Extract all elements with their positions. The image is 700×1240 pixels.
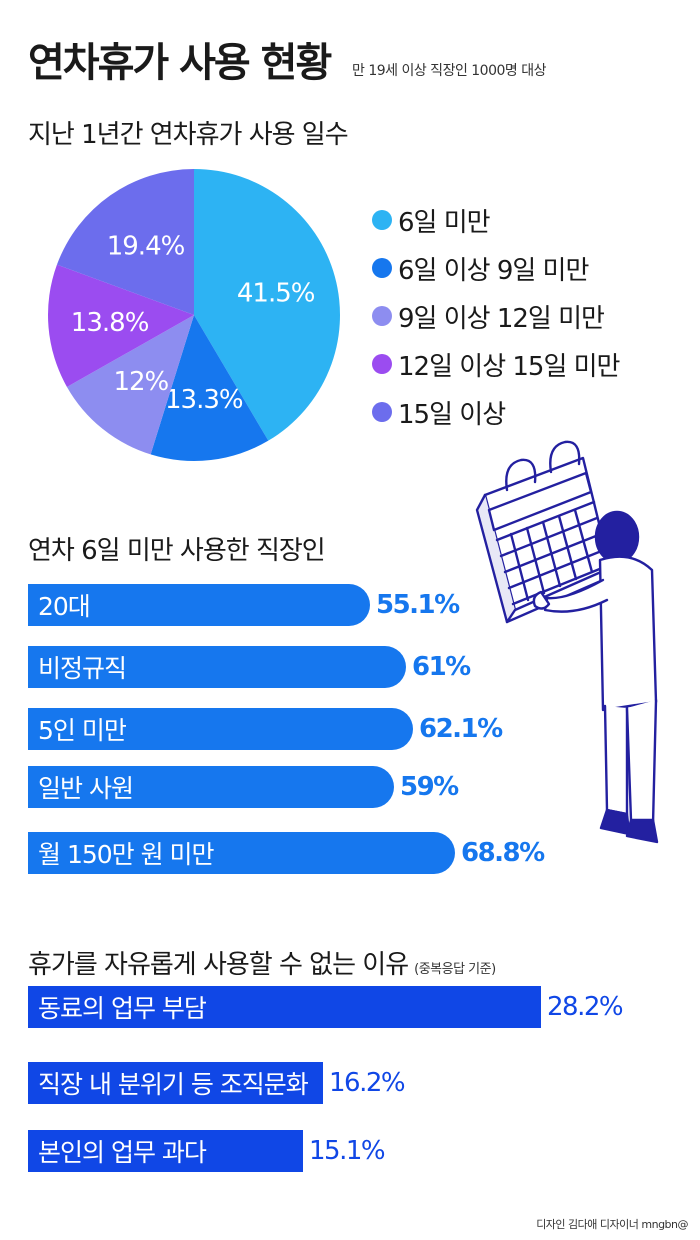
legend-dot-icon — [372, 354, 392, 374]
pie-label-2: 13.3% — [165, 385, 243, 415]
reason-bar-value-2: 16.2% — [329, 1068, 406, 1098]
reason-bar-bar-2: 직장 내 분위기 등 조직문화 — [28, 1062, 323, 1104]
bar-chart-2-note: (중복응답 기준) — [414, 962, 496, 977]
pie-chart-title: 지난 1년간 연차휴가 사용 일수 — [28, 120, 349, 150]
legend-label: 6일 미만 — [398, 207, 491, 238]
legend-item-2: 6일 이상 9일 미만 — [372, 244, 619, 292]
age-bar-value-3: 62.1% — [419, 714, 503, 744]
person-calendar-illustration — [475, 440, 659, 844]
reason-bar-row-2: 직장 내 분위기 등 조직문화 16.2% — [28, 1062, 406, 1104]
pie-slice-4 — [47, 264, 194, 387]
pie-slice-1 — [194, 169, 340, 441]
pie-slice-5 — [56, 168, 194, 315]
age-bar-bar-5: 월 150만 원 미만 — [28, 832, 455, 874]
pie-chart: 41.5% 13.3%12% 13.8% 19.4% — [47, 168, 340, 461]
bar-chart-1-title: 연차 6일 미만 사용한 직장인 — [28, 536, 326, 566]
age-bar-row-5: 월 150만 원 미만 68.8% — [28, 832, 545, 874]
age-bar-value-2: 61% — [412, 652, 471, 682]
age-bar-value-1: 55.1% — [376, 590, 460, 620]
reason-bar-value-1: 28.2% — [547, 992, 624, 1022]
pie-label-4: 13.8% — [71, 308, 149, 338]
age-bar-bar-4: 일반 사원 — [28, 766, 394, 808]
age-bar-bar-2: 비정규직 — [28, 646, 406, 688]
legend-item-1: 6일 미만 — [372, 196, 619, 244]
age-bar-value-5: 68.8% — [461, 838, 545, 868]
legend-item-5: 15일 이상 — [372, 388, 619, 436]
reason-bar-bar-1: 동료의 업무 부담 — [28, 986, 541, 1028]
pie-slice-3 — [66, 315, 194, 455]
page-subtitle: 만 19세 이상 직장인 1000명 대상 — [352, 63, 547, 79]
legend-label: 12일 이상 15일 미만 — [398, 351, 620, 382]
pie-slice-2 — [150, 315, 269, 461]
age-bar-bar-1: 20대 — [28, 584, 370, 626]
reason-bar-row-3: 본인의 업무 과다 15.1% — [28, 1130, 386, 1172]
pie-legend: 6일 미만 6일 이상 9일 미만 9일 이상 12일 미만 12일 이상 15일 미… — [372, 196, 620, 436]
pie-label-3: 12% — [113, 367, 168, 397]
legend-dot-icon — [372, 306, 392, 326]
reason-bar-row-1: 동료의 업무 부담 28.2% — [28, 986, 624, 1028]
legend-dot-icon — [372, 402, 392, 422]
pie-label-1: 41.5% — [237, 279, 315, 309]
age-bar-row-1: 20대 55.1% — [28, 584, 460, 626]
bar-chart-2-title-row: 휴가를 자유롭게 사용할 수 없는 이유 (중복응답 기준) — [28, 944, 496, 981]
design-credit: 디자인 김다애 디자이너 mngbn@ — [536, 1218, 688, 1231]
page-title: 연차휴가 사용 현황 — [28, 40, 332, 86]
age-bar-value-4: 59% — [400, 772, 459, 802]
age-bar-row-2: 비정규직 61% — [28, 646, 471, 688]
age-bar-bar-3: 5인 미만 — [28, 708, 413, 750]
legend-label: 6일 이상 9일 미만 — [398, 255, 589, 286]
age-bar-row-3: 5인 미만 62.1% — [28, 708, 503, 750]
pie-label-5: 19.4% — [107, 232, 185, 262]
legend-dot-icon — [372, 210, 392, 230]
legend-dot-icon — [372, 258, 392, 278]
legend-item-4: 12일 이상 15일 미만 — [372, 340, 620, 388]
bar-chart-2-title: 휴가를 자유롭게 사용할 수 없는 이유 — [28, 950, 409, 980]
reason-bar-bar-3: 본인의 업무 과다 — [28, 1130, 303, 1172]
age-bar-row-4: 일반 사원 59% — [28, 766, 459, 808]
legend-label: 15일 이상 — [398, 399, 506, 430]
legend-label: 9일 이상 12일 미만 — [398, 303, 605, 334]
legend-item-3: 9일 이상 12일 미만 — [372, 292, 619, 340]
reason-bar-value-3: 15.1% — [309, 1136, 386, 1166]
